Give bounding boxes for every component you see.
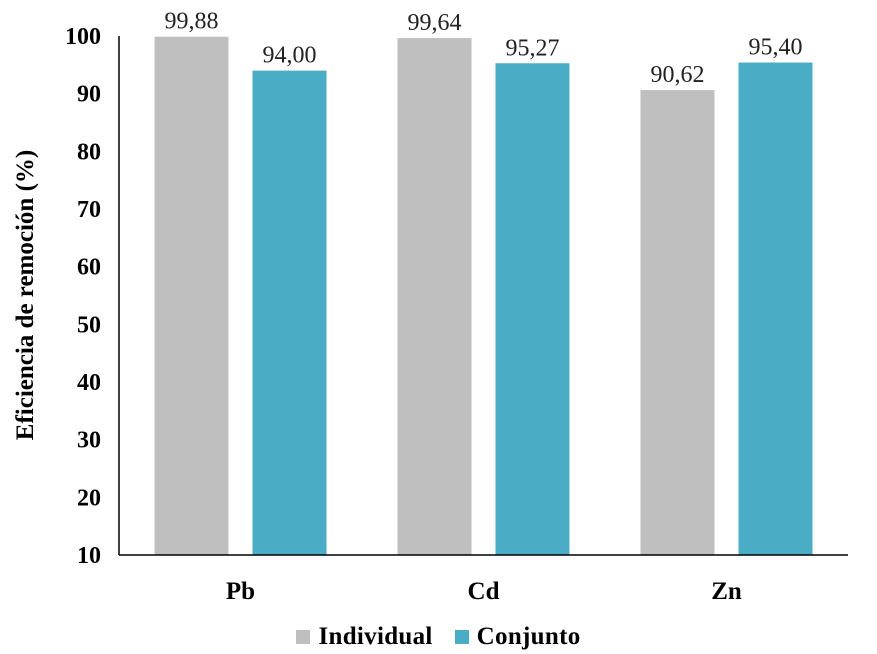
bar-conjunto-pb: [252, 70, 327, 555]
data-label: 95,40: [749, 35, 803, 61]
y-tick-label: 30: [77, 428, 101, 454]
data-label: 99,88: [165, 9, 219, 35]
y-tick-labels: 10 20 30 40 50 60 70 80 90 100: [65, 24, 101, 569]
legend-item-individual: Individual: [296, 623, 432, 651]
y-tick-label: 100: [65, 24, 101, 50]
y-tick-label: 60: [77, 255, 101, 281]
x-tick-label: Zn: [711, 578, 742, 605]
y-tick-label: 10: [77, 543, 101, 569]
legend-item-conjunto: Conjunto: [454, 623, 581, 651]
legend-label-conjunto: Conjunto: [476, 623, 581, 650]
bar-individual-cd: [397, 38, 472, 556]
y-tick-label: 70: [77, 197, 101, 223]
y-tick-label: 40: [77, 370, 101, 396]
bar-individual-pb: [154, 36, 229, 555]
y-tick-label: 90: [77, 82, 101, 108]
data-label: 94,00: [263, 43, 317, 69]
y-tick-label: 50: [77, 312, 101, 338]
legend-swatch-individual: [296, 630, 311, 644]
value-labels-layer: 99,88 94,00 99,64 95,27 90,62 95,40: [165, 9, 803, 88]
bars-layer: [154, 36, 813, 556]
x-tick-label: Pb: [226, 578, 255, 605]
data-label: 90,62: [651, 62, 705, 88]
bar-conjunto-zn: [738, 62, 813, 555]
legend-swatch-conjunto: [454, 630, 469, 644]
bar-individual-zn: [640, 90, 715, 555]
y-tick-label: 80: [77, 139, 101, 165]
legend-label-individual: Individual: [318, 623, 433, 650]
bar-conjunto-cd: [495, 63, 570, 555]
data-label: 99,64: [408, 10, 462, 36]
x-tick-labels: Pb Cd Zn: [226, 578, 742, 605]
y-axis-label: Eficiencia de remoción (%): [12, 150, 39, 440]
x-tick-label: Cd: [468, 578, 500, 605]
data-label: 95,27: [506, 35, 560, 61]
legend: Individual Conjunto: [0, 622, 877, 652]
y-tick-label: 20: [77, 485, 101, 511]
